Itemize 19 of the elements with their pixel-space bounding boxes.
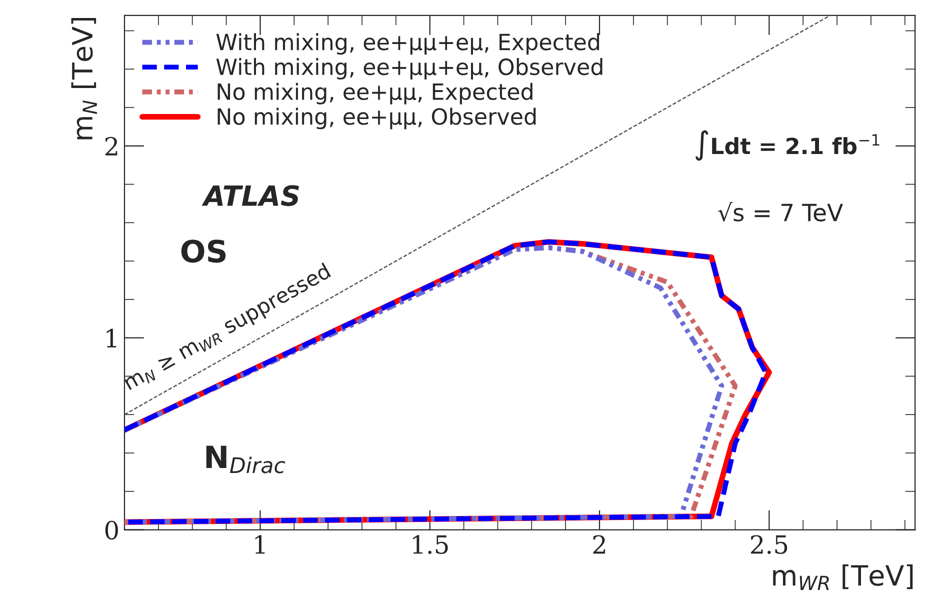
annotation: OS [181,240,226,263]
legend-label: With mixing, ee+μμ+eμ, Observed [216,58,602,80]
x-axis-title: m$_{WR}$ [TeV] [773,564,913,590]
y-tick-label: 1 [106,328,116,348]
annotation: N$_{Dirac}$ [206,446,286,474]
y-axis-title: m$_{N}$ [TeV] [71,18,97,140]
legend-label: No mixing, ee+μμ, Expected [218,82,532,104]
annotation: ATLAS [202,185,299,206]
annotation: m$_{N}$ ≥ m$_{WR}$ suppressed [122,262,334,394]
y-tick-label: 0 [105,520,118,540]
legend-label: No mixing, ee+μμ, Observed [218,108,536,130]
annotation: ∫Ldt = 2.1 fb$^{−1}$ [695,130,880,161]
x-tick-label: 1.5 [413,535,448,554]
annotation: √s = 7 TeV [718,202,843,222]
x-tick-label: 1 [255,535,265,554]
y-tick-label: 2 [105,136,118,156]
legend-label: With mixing, ee+μμ+eμ, Expected [216,33,600,55]
x-tick-label: 2 [593,535,606,554]
x-tick-label: 2.5 [750,535,788,554]
